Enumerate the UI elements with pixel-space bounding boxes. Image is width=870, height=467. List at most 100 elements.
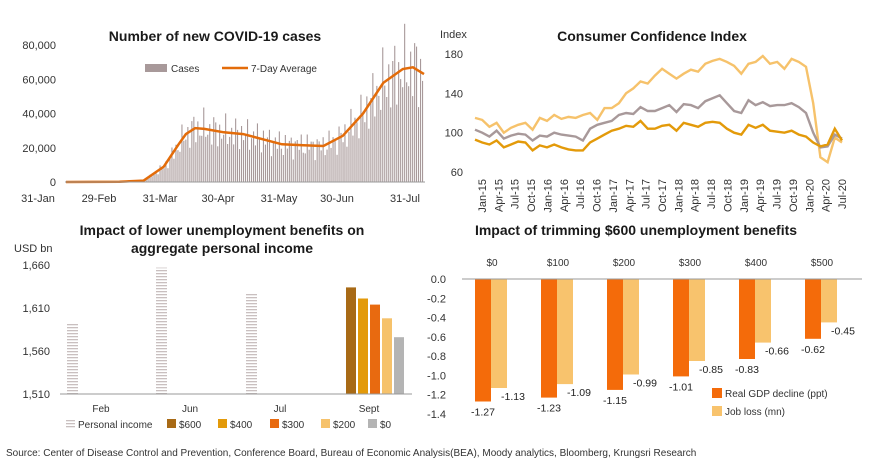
income-y-tick: 1,560 — [22, 346, 50, 358]
cases-bar — [266, 137, 268, 182]
cases-bar — [332, 137, 334, 182]
cci-x-tick: Jul-19 — [772, 179, 784, 209]
cases-bar — [398, 62, 400, 182]
cases-bar — [390, 107, 392, 182]
cases-bar — [175, 144, 177, 182]
cases-bar — [173, 158, 175, 182]
trim-legend: Real GDP decline (ppt) Job loss (mn) — [712, 388, 828, 418]
covid-x-tick: 29-Feb — [82, 193, 117, 205]
cases-bar — [149, 174, 151, 182]
trim-benefits-chart: Impact of trimming $600 unemployment ben… — [427, 222, 862, 421]
cases-bar — [378, 95, 380, 182]
cases-bar — [316, 139, 318, 182]
cases-bar — [223, 134, 225, 182]
cases-bar — [191, 121, 193, 182]
cci-x-tick: Oct-17 — [657, 179, 669, 212]
cases-bar — [203, 107, 205, 182]
cases-bar — [254, 145, 256, 182]
legend-job-swatch — [712, 406, 722, 416]
gdp-decline-bar — [673, 279, 689, 377]
cci-x-tick: Apr-20 — [821, 179, 833, 212]
cci-x-tick: Jan-20 — [804, 179, 816, 213]
cases-bar — [400, 79, 402, 182]
source-note: Source: Center of Disease Control and Pr… — [6, 448, 697, 459]
gdp-data-label: -0.62 — [801, 344, 825, 356]
cci-x-tick: Oct-19 — [788, 179, 800, 212]
cases-bar — [145, 180, 147, 182]
personal-income-bar — [156, 267, 167, 394]
cases-bar — [270, 156, 272, 182]
cases-bar — [229, 136, 231, 182]
sept-scenario-bar — [346, 287, 356, 394]
cases-bar — [219, 124, 221, 182]
cases-bar — [384, 85, 386, 182]
cases-bar — [280, 148, 282, 182]
cases-bar — [213, 117, 215, 182]
legend-income-label: $400 — [230, 420, 253, 431]
cases-bar — [249, 149, 251, 182]
job-loss-bar — [623, 279, 639, 375]
trim-y-tick: -0.6 — [427, 332, 446, 344]
cases-bar — [346, 146, 348, 182]
cases-bar — [306, 134, 308, 182]
legend-income-label: $300 — [282, 420, 305, 431]
gdp-data-label: -1.27 — [471, 406, 495, 418]
trim-y-tick: -1.0 — [427, 370, 446, 382]
cases-bar — [354, 117, 356, 182]
covid-legend: Cases 7-Day Average — [145, 64, 317, 75]
cases-bar — [268, 129, 270, 182]
cci-x-tick: Oct-18 — [723, 179, 735, 212]
job-loss-bar — [755, 279, 771, 343]
legend-avg-label: 7-Day Average — [251, 64, 317, 75]
job-data-label: -1.09 — [567, 387, 591, 399]
legend-gdp-swatch — [712, 388, 722, 398]
income-x-tick: Sept — [359, 404, 380, 415]
cases-bar — [350, 108, 352, 182]
cases-bar — [302, 152, 304, 182]
cases-bar — [374, 116, 376, 182]
cci-x-tick: Jan-16 — [543, 179, 555, 213]
cases-bar — [382, 47, 384, 183]
cases-bar — [404, 23, 406, 182]
cases-bar — [376, 85, 378, 182]
cases-bar — [308, 149, 310, 182]
cases-bar — [245, 133, 247, 182]
income-y-tick: 1,660 — [22, 260, 50, 272]
cases-bar — [153, 172, 155, 182]
cases-bar — [211, 144, 213, 182]
gdp-data-label: -1.23 — [537, 403, 561, 415]
cases-bar — [300, 134, 302, 182]
cases-bar — [328, 130, 330, 182]
cci-y-tick: 100 — [445, 128, 463, 140]
cases-bar — [336, 154, 338, 182]
job-data-label: -0.85 — [699, 364, 723, 376]
income-x-tick: Jun — [182, 404, 198, 415]
legend-scenario-swatch — [368, 419, 377, 428]
cases-bar — [334, 138, 336, 182]
cases-bar — [418, 107, 420, 182]
job-loss-bar — [557, 279, 573, 385]
cases-bar — [278, 131, 280, 182]
cases-bar — [241, 126, 243, 182]
cci-x-tick: Oct-15 — [526, 179, 538, 212]
income-x-tick: Jul — [274, 404, 287, 415]
cases-bar — [233, 144, 235, 182]
cases-bar — [225, 113, 227, 182]
cci-x-tick: Oct-16 — [592, 179, 604, 212]
cases-bar — [159, 165, 161, 182]
covid-x-tick: 31-Jul — [390, 193, 420, 205]
cci-x-tick: Jul-16 — [575, 179, 587, 209]
cases-bar — [187, 127, 189, 182]
cci-x-tick: Apr-18 — [690, 179, 702, 212]
cci-x-tick: Jan-15 — [477, 179, 489, 213]
cases-bar — [251, 138, 253, 182]
cases-bar — [342, 142, 344, 182]
legend-cases-swatch — [145, 64, 167, 72]
trim-category-label: $200 — [613, 258, 636, 269]
legend-cases-label: Cases — [171, 64, 199, 75]
cases-bar — [362, 111, 364, 182]
cases-bar — [243, 140, 245, 182]
cases-bar — [183, 140, 185, 182]
cases-bar — [256, 123, 258, 182]
